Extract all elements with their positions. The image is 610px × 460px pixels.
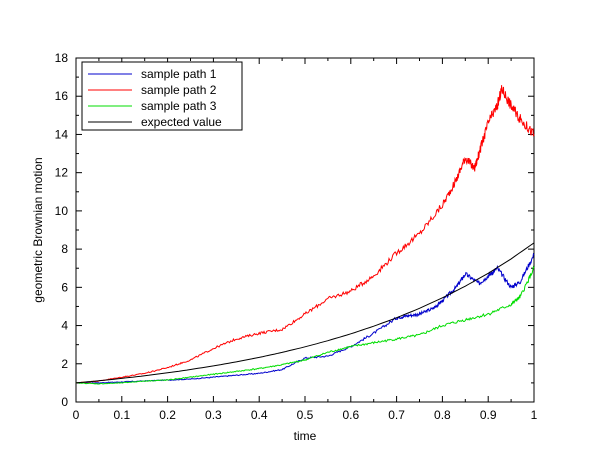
x-tick-label: 0	[73, 408, 80, 422]
x-tick-label: 0.6	[342, 408, 359, 422]
series-line-sample-path-2	[75, 85, 535, 384]
x-tick-label: 0.2	[159, 408, 176, 422]
legend-item-sample-path-3: sample path 3	[88, 99, 217, 113]
y-tick-label: 10	[55, 204, 69, 218]
y-tick-label: 18	[55, 51, 69, 65]
x-tick-label: 1	[531, 408, 538, 422]
x-tick-label: 0.4	[251, 408, 268, 422]
axis-ticks: 0 0.1 0.2 0.3 0.4 0.5 0.6 0.7 0.8 0.9 102468101214…	[55, 51, 538, 422]
x-tick-label: 0.5	[297, 408, 314, 422]
x-tick-label: 0.9	[480, 408, 497, 422]
y-tick-label: 0	[61, 395, 68, 409]
legend-label-sample-path-2: sample path 2	[141, 83, 217, 97]
x-tick-label: 0.7	[388, 408, 405, 422]
x-tick-label: 0.1	[113, 408, 130, 422]
series-line-sample-path-3	[75, 265, 535, 385]
legend-label-sample-path-1: sample path 1	[141, 67, 217, 81]
y-tick-label: 14	[55, 127, 69, 141]
legend-item-expected-value: expected value	[88, 115, 222, 129]
y-tick-label: 6	[61, 280, 68, 294]
x-tick-label: 0.3	[205, 408, 222, 422]
y-tick-label: 8	[61, 242, 68, 256]
y-axis-label: geometric Brownian motion	[31, 157, 45, 302]
series-line-expected-value	[75, 242, 535, 384]
x-tick-label: 0.8	[434, 408, 451, 422]
legend-item-sample-path-2: sample path 2	[88, 83, 217, 97]
legend-label-sample-path-3: sample path 3	[141, 99, 217, 113]
y-tick-label: 2	[61, 357, 68, 371]
x-axis-label: time	[294, 429, 317, 443]
series-line-sample-path-1	[76, 252, 535, 384]
series-layer	[75, 85, 535, 385]
legend: sample path 1 sample path 2 sample path …	[81, 61, 243, 131]
y-tick-label: 12	[55, 166, 69, 180]
legend-box	[81, 61, 243, 131]
y-tick-label: 4	[61, 319, 68, 333]
y-tick-label: 16	[55, 89, 69, 103]
legend-label-expected-value: expected value	[141, 115, 222, 129]
legend-item-sample-path-1: sample path 1	[88, 67, 217, 81]
